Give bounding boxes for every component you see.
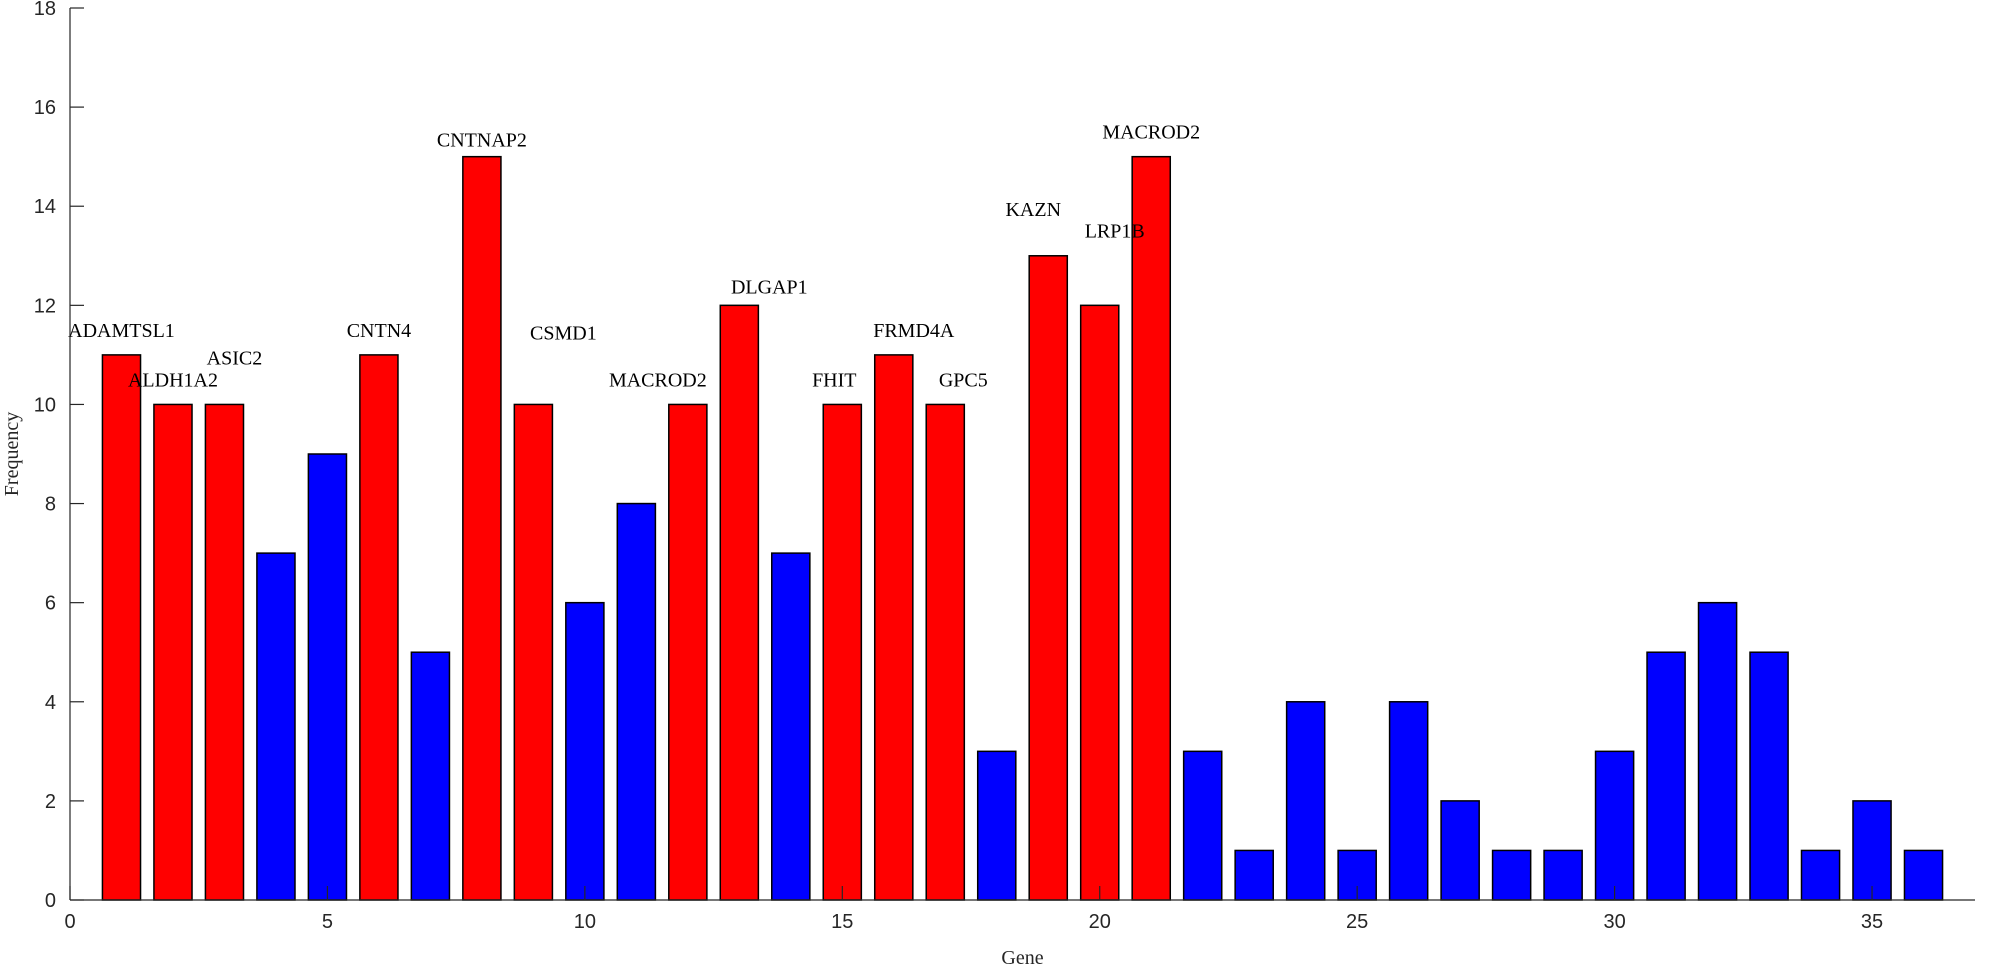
bar-label-kazn: KAZN [1005,199,1061,221]
x-tick-label-20: 20 [1089,911,1111,933]
bar-gene-11 [616,502,657,901]
bar-gene-29 [1543,849,1583,901]
bar-gene-5 [307,453,348,901]
bar-gene-18 [976,750,1017,901]
bar-label-frmd4a: FRMD4A [873,320,955,342]
bar-gene-20 [1079,304,1120,901]
x-ticks-group: 0 5 10 15 20 25 30 35 [64,886,1883,933]
bar-gene-12 [668,403,708,901]
x-tick-label-0: 0 [64,911,75,933]
bar-gene-21 [1131,155,1172,901]
y-tick-label-12: 12 [34,295,56,317]
y-tick-label-6: 6 [45,593,56,615]
bar-gene-19 [1028,255,1069,901]
axes-group [69,8,1975,901]
bar-gene-16 [873,354,914,901]
bar-gene-13 [719,304,760,901]
bar-gene-33 [1749,651,1789,901]
x-tick-label-30: 30 [1603,911,1625,933]
y-tick-label-18: 18 [34,0,56,20]
bar-gene-24 [1285,701,1326,901]
bar-label-lrp1b: LRP1B [1085,220,1145,242]
bar-gene-17 [925,403,966,901]
bar-gene-23 [1234,849,1274,901]
y-tick-label-8: 8 [45,494,56,516]
bar-gene-6 [359,354,399,901]
bar-gene-31 [1646,651,1686,901]
x-tick-label-25: 25 [1346,911,1368,933]
bar-gene-15 [822,403,863,901]
x-tick-label-35: 35 [1861,911,1883,933]
bar-gene-22 [1182,750,1223,901]
bar-gene-30 [1594,750,1635,901]
bar-label-fhit: FHIT [812,369,856,391]
x-tick-label-15: 15 [831,911,853,933]
y-tick-label-2: 2 [45,791,56,813]
bar-label-dlgap1: DLGAP1 [731,276,808,298]
bar-gene-7 [410,651,451,901]
bar-gene-28 [1491,849,1532,901]
bar-label-cntnap2: CNTNAP2 [437,130,527,152]
x-tick-label-10: 10 [574,911,596,933]
bar-gene-27 [1440,800,1480,901]
bar-gene-34 [1800,849,1841,901]
bar-gene-10 [565,601,605,901]
y-axis-title: Frequency [1,412,23,496]
bar-gene-32 [1697,601,1738,901]
bar-gene-35 [1852,800,1892,901]
bar-label-macrod2: MACROD2 [609,369,707,391]
bar-gene-14 [771,552,811,901]
y-tick-label-10: 10 [34,394,56,416]
bar-gene-3 [204,403,245,901]
x-tick-label-5: 5 [322,911,333,933]
bars-group [101,155,1944,901]
y-tick-label-16: 16 [34,97,56,119]
bar-label-adamtsl1: ADAMTSL1 [68,320,175,342]
bar-gene-4 [256,552,296,901]
bar-gene-1 [101,354,142,901]
bar-label-gpc5: GPC5 [939,369,988,391]
bar-label-asic2: ASIC2 [207,347,263,369]
bar-gene-26 [1388,701,1429,901]
bar-gene-8 [462,155,502,901]
y-tick-label-14: 14 [34,196,56,218]
bar-gene-2 [153,403,193,901]
bar-label-macrod2: MACROD2 [1102,122,1200,144]
bar-gene-36 [1903,849,1944,901]
y-tick-label-4: 4 [45,692,56,714]
bar-label-aldh1a2: ALDH1A2 [128,369,218,391]
x-axis-title: Gene [1001,947,1043,968]
bar-gene-9 [513,403,554,901]
y-tick-label-0: 0 [45,890,56,912]
y-ticks-group: 0 2 4 6 8 10 12 14 16 18 [34,0,84,912]
bar-label-csmd1: CSMD1 [530,322,597,344]
bar-label-cntn4: CNTN4 [347,320,411,342]
